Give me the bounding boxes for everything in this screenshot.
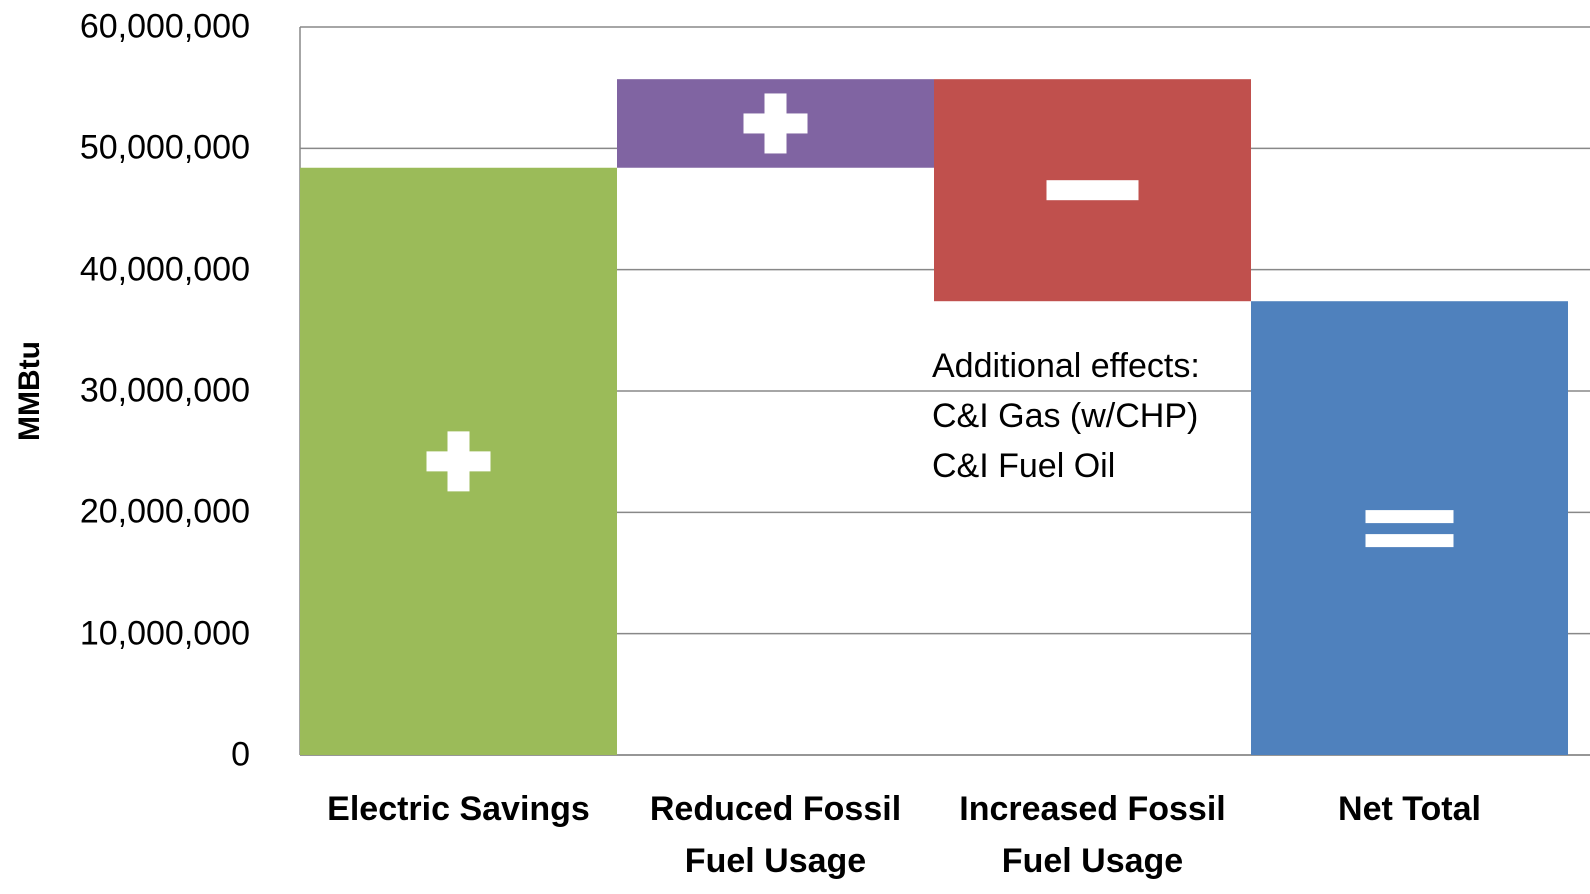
annotation: Additional effects: C&I Gas (w/CHP) C&I Fu… [932, 341, 1200, 491]
annotation-line: C&I Gas (w/CHP) [932, 397, 1199, 435]
annotation-line: Additional effects: [932, 347, 1200, 385]
annotation-line: C&I Fuel Oil [932, 447, 1116, 485]
x-tick-label: Reduced Fossil Fuel Usage [649, 790, 902, 880]
y-tick-label: 20,000,000 [79, 492, 250, 531]
y-tick-label: 10,000,000 [79, 614, 250, 653]
bar [1251, 301, 1568, 755]
minus-symbol [1046, 180, 1139, 201]
y-tick-label: 50,000,000 [79, 128, 250, 167]
y-tick-label: 40,000,000 [79, 250, 250, 289]
x-tick-label: Net Total [1338, 790, 1481, 828]
plus-symbol [764, 93, 787, 154]
equals-symbol [1365, 510, 1454, 524]
y-tick-label: 30,000,000 [79, 371, 250, 410]
y-tick-label: 60,000,000 [79, 7, 250, 46]
plus-symbol [447, 431, 470, 492]
x-tick-label: Electric Savings [327, 790, 590, 828]
equals-symbol [1365, 534, 1454, 548]
y-tick-label: 0 [231, 735, 250, 774]
x-tick-label: Increased Fossil Fuel Usage [959, 790, 1226, 880]
